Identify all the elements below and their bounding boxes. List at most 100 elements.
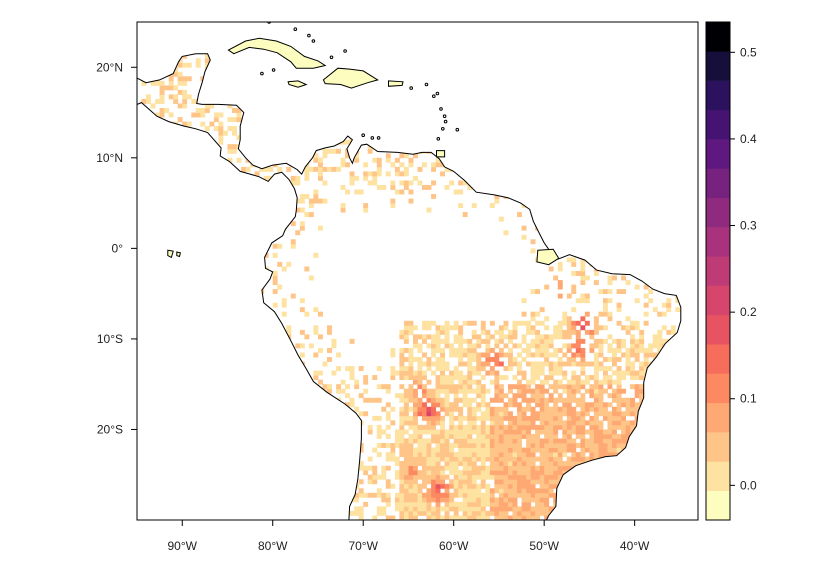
raster-cell <box>521 497 527 503</box>
raster-cell <box>503 515 509 520</box>
raster-cell <box>512 470 518 476</box>
raster-cell <box>544 411 550 417</box>
raster-cell <box>526 474 532 480</box>
raster-cell <box>630 397 636 403</box>
raster-cell <box>399 465 405 471</box>
raster-cell <box>363 465 369 471</box>
raster-cell <box>498 415 504 421</box>
raster-cell <box>521 415 527 421</box>
raster-cell <box>394 492 400 498</box>
raster-cell <box>462 483 468 489</box>
raster-cell <box>544 334 550 340</box>
raster-cell <box>480 429 486 435</box>
raster-cell <box>336 384 342 390</box>
raster-cell <box>485 411 491 417</box>
raster-cell <box>413 393 418 399</box>
raster-cell <box>376 366 382 372</box>
raster-cell <box>489 397 495 403</box>
raster-cell <box>526 384 532 390</box>
raster-cell <box>290 221 296 227</box>
raster-cell <box>571 257 577 263</box>
raster-cell <box>204 108 210 113</box>
raster-cell <box>489 438 495 444</box>
raster-cell <box>498 434 504 439</box>
raster-cell <box>480 415 486 421</box>
raster-cell <box>580 275 586 281</box>
raster-cell <box>489 443 495 448</box>
raster-cell <box>526 506 532 512</box>
raster-cell <box>548 343 554 349</box>
raster-cell <box>530 479 536 485</box>
raster-cell <box>281 302 287 308</box>
raster-cell <box>557 438 563 444</box>
raster-cell <box>498 497 504 503</box>
raster-cell <box>390 420 396 426</box>
raster-cell <box>530 406 536 412</box>
raster-cell <box>607 415 613 421</box>
raster-cell <box>485 338 491 344</box>
raster-cell <box>413 470 418 476</box>
raster-cell <box>553 352 559 358</box>
raster-cell <box>616 375 622 381</box>
raster-cell <box>318 166 323 172</box>
raster-cell <box>245 166 251 172</box>
raster-cell <box>413 438 418 444</box>
raster-cell <box>417 452 423 458</box>
raster-cell <box>530 438 536 444</box>
raster-cell <box>517 370 522 376</box>
raster-cell <box>612 352 617 358</box>
raster-cell <box>453 515 459 520</box>
raster-cell <box>318 348 323 353</box>
raster-cell <box>521 420 527 426</box>
raster-cell <box>521 452 527 458</box>
raster-cell <box>589 375 595 381</box>
raster-cell <box>299 221 305 227</box>
raster-cell <box>440 452 446 458</box>
raster-cell <box>535 424 541 430</box>
raster-cell <box>426 343 432 349</box>
raster-cell <box>390 185 396 190</box>
raster-cell <box>503 443 509 448</box>
raster-cell <box>639 366 645 372</box>
raster-cell <box>449 452 455 458</box>
raster-cell <box>191 99 197 104</box>
raster-cell <box>385 411 391 417</box>
raster-cell <box>313 370 319 376</box>
raster-cell <box>521 320 527 326</box>
raster-cell <box>508 388 513 394</box>
raster-cell <box>544 479 550 485</box>
raster-cell <box>476 361 482 367</box>
raster-cell <box>625 357 631 362</box>
raster-cell <box>453 506 459 512</box>
raster-cell <box>403 510 409 516</box>
raster-cell <box>431 343 437 349</box>
raster-cell <box>517 420 522 426</box>
raster-cell <box>535 474 541 480</box>
raster-cell <box>381 406 387 412</box>
raster-cell <box>485 361 491 367</box>
raster-cell <box>449 370 455 376</box>
raster-cell <box>498 420 504 426</box>
raster-cell <box>422 185 427 190</box>
raster-cell <box>634 298 640 304</box>
raster-cell <box>431 429 437 435</box>
raster-cell <box>462 379 468 385</box>
raster-cell <box>562 429 568 435</box>
raster-cell <box>159 89 165 95</box>
raster-cell <box>575 329 581 335</box>
raster-cell <box>173 85 179 91</box>
raster-cell <box>422 492 427 498</box>
raster-cell <box>557 379 563 385</box>
raster-cell <box>471 443 477 448</box>
raster-cell <box>571 379 577 385</box>
raster-cell <box>462 447 468 453</box>
raster-cell <box>444 483 450 489</box>
raster-cell <box>422 470 427 476</box>
raster-cell <box>480 479 486 485</box>
raster-cell <box>530 289 536 295</box>
raster-cell <box>575 375 581 381</box>
raster-cell <box>494 338 500 344</box>
raster-cell <box>593 352 599 358</box>
raster-cell <box>385 501 391 507</box>
raster-cell <box>354 157 360 163</box>
